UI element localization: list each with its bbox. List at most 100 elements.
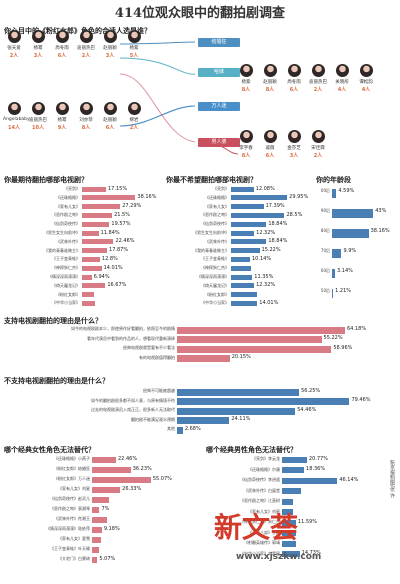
tick-label: 《亮剑》李云龙	[252, 456, 280, 461]
bar	[332, 208, 374, 218]
bar	[231, 239, 267, 245]
avatar	[264, 130, 277, 143]
tick-label: 《情深深雨濛濛》陆依萍	[46, 526, 90, 531]
q1-group-wanrenmi: Angelababy 14人 迪丽热巴 10人 杨幂 9人 刘亦菲 8人 赵丽颖 6人 柳岩 2人	[3, 102, 154, 142]
tick-label: 00后	[320, 188, 330, 193]
q8-question: 哪个经典男性角色无法替代？	[206, 446, 297, 454]
bar	[177, 345, 332, 353]
tick-label: 《情深深雨濛濛》	[48, 274, 80, 279]
tick-label: 《武林外传》佟湘玉	[54, 516, 90, 521]
candidate-count: 2人	[9, 53, 19, 59]
data-label: 19.57%	[111, 220, 131, 227]
candidate-name: 杨紫	[129, 46, 139, 51]
tick-label: 《男生女生向前冲》	[44, 230, 80, 235]
bar	[282, 509, 294, 515]
bar	[231, 274, 253, 280]
candidate-name: 周冬雨	[287, 80, 301, 85]
tick-label: 其他	[167, 426, 175, 431]
tick-label: 《大宅门》白景琦	[58, 556, 90, 561]
bar	[282, 551, 300, 557]
q1-group-nanrenpo: 李宇春 8人 戚薇 6人 金莎芝 3人 宋佳霖 2人	[236, 130, 400, 170]
bar	[92, 496, 110, 503]
bar	[82, 300, 96, 306]
candidate-name: 杨幂	[33, 46, 43, 51]
bar	[82, 212, 113, 218]
avatar	[56, 102, 69, 115]
candidate-count: 9人	[57, 125, 67, 131]
candidate-count: 6人	[289, 87, 299, 93]
tick-label: 如今的电视剧剧本少，即使原作好看翻拍，依照至今的剧情	[71, 326, 175, 331]
candidate-name: 赵丽颖	[263, 80, 277, 85]
tick-label: 《王子变青蛙》叶天瑜	[50, 546, 90, 551]
data-label: 4.59%	[338, 187, 355, 194]
bar	[231, 292, 258, 298]
data-label: 18.84%	[268, 238, 288, 245]
candidate-count: 8人	[241, 87, 251, 93]
avatar	[80, 30, 93, 43]
tick-label: 70后	[320, 248, 330, 253]
tick-label: 《武林外传》	[56, 238, 80, 244]
candidate-name: 戚薇	[265, 146, 275, 151]
bar	[82, 274, 92, 280]
bar	[177, 417, 230, 424]
data-label: 14.01%	[103, 264, 123, 271]
bar	[177, 388, 300, 396]
tick-label: 《粉红女郎》万人迷	[54, 476, 90, 481]
candidate-name: 迪丽热巴	[309, 80, 327, 85]
bar	[282, 519, 296, 526]
tick-label: 《粉红女郎》	[56, 291, 80, 297]
data-label: 2.68%	[184, 425, 201, 432]
tick-label: 经典电视剧就是要有不少看法	[123, 345, 175, 350]
data-label: 64.18%	[347, 325, 367, 332]
tick-label: 《亮剑》	[64, 186, 80, 191]
data-label: 17.87%	[109, 247, 129, 254]
candidate-count: 2人	[81, 53, 91, 59]
candidate-count: 10人	[32, 125, 44, 131]
bar	[92, 556, 98, 563]
data-label: 18.36%	[306, 466, 326, 472]
data-label: 24.11%	[231, 416, 251, 422]
data-label: 38.16%	[137, 194, 157, 201]
data-label: 14.73%	[301, 550, 321, 556]
candidate-name: 张天爱	[7, 46, 21, 51]
avatar	[32, 30, 45, 43]
candidate-name: 迪丽热巴	[29, 118, 47, 123]
tick-label: 《家有儿女》	[205, 203, 229, 209]
avatar	[128, 102, 141, 115]
candidate-count: 4人	[337, 87, 347, 93]
q5-question: 支持电视剧翻拍的理由是什么？	[4, 317, 102, 325]
bar	[82, 292, 94, 298]
bar	[177, 326, 345, 334]
bar	[177, 355, 230, 362]
candidate-count: 2人	[313, 153, 323, 159]
q7-question: 哪个经典女性角色无法替代？	[4, 446, 95, 454]
bar	[282, 467, 305, 473]
tick-label: 《中华小当家》	[52, 300, 80, 306]
bar	[332, 248, 342, 258]
candidate-name: Angelababy	[3, 117, 30, 122]
avatar	[32, 102, 45, 115]
tag-nanrenpo: 男人婆	[198, 138, 240, 147]
bar	[92, 546, 99, 553]
tick-label: 《中华小当家》	[201, 300, 229, 306]
tag-wanrenmi: 万人迷	[198, 102, 240, 111]
data-label: 11.59%	[297, 518, 317, 525]
avatar	[8, 102, 21, 115]
tick-label: 《神探狄仁杰》	[52, 265, 80, 271]
candidate-count: 5人	[129, 53, 139, 59]
bar	[231, 230, 255, 236]
tick-label: 如今的翻拍剧很多都不如人意，与原有情境不符	[91, 397, 175, 403]
candidate-count: 6人	[265, 153, 275, 159]
data-label: 6.94%	[93, 273, 110, 280]
candidate-name: 周冬雨	[55, 46, 69, 51]
tick-label: 过去的电视剧演员入戏正正，很多新人无法取代	[91, 407, 175, 412]
tick-label: 《家有儿女》刘星	[58, 486, 90, 491]
bar	[332, 188, 337, 198]
data-label: 29.95%	[289, 194, 309, 201]
q1-group-hamei: 杨紫 8人 赵丽颖 8人 周冬雨 6人 迪丽热巴 2人 关晓彤 4人 谭松韵 4人	[236, 64, 400, 104]
data-label: 26.33%	[122, 485, 142, 492]
tick-label: 《倚天屠龙记》	[201, 282, 229, 288]
chart-male-roles: 《亮剑》李云龙 20.77% 《还珠格格》尔康 18.36% 《仙剑奇侠传》李逍遥 46.…	[202, 456, 382, 580]
data-label: 17.39%	[265, 203, 285, 210]
site-url: www.xjszkw.com	[236, 552, 322, 562]
